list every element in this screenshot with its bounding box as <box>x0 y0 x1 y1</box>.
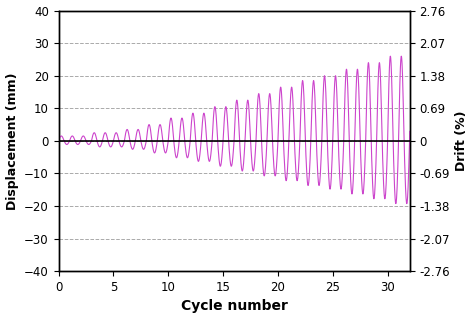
X-axis label: Cycle number: Cycle number <box>181 300 288 314</box>
Y-axis label: Displacement (mm): Displacement (mm) <box>6 72 18 210</box>
Y-axis label: Drift (%): Drift (%) <box>456 111 468 171</box>
